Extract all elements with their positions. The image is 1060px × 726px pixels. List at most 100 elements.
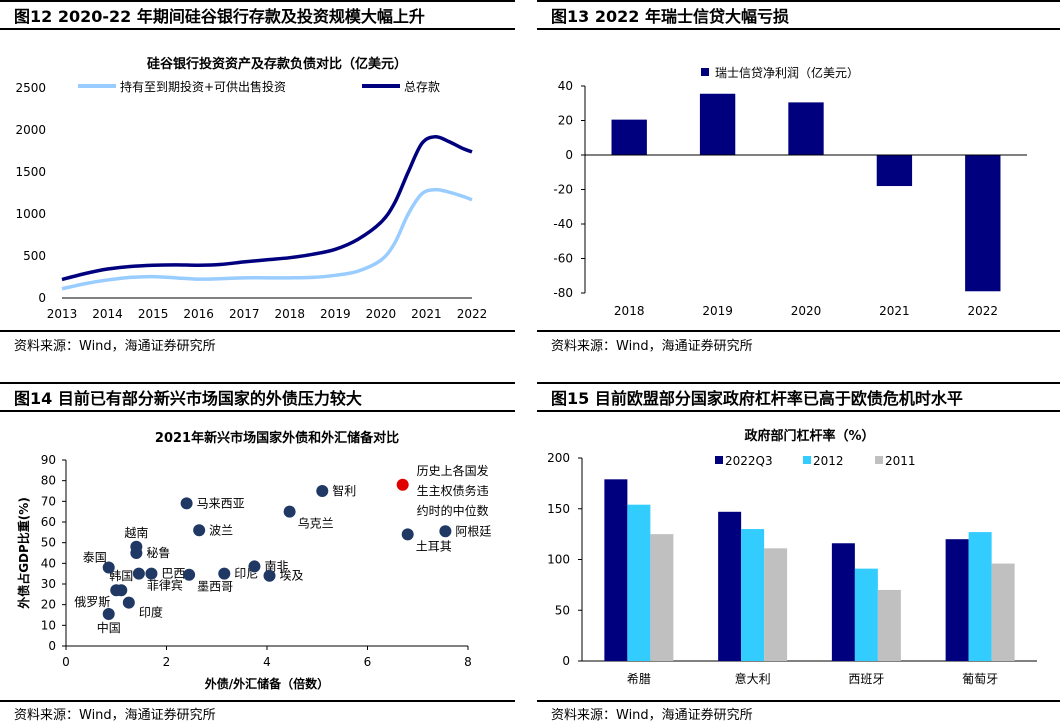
x-tick-label: 2015 (138, 307, 169, 321)
bar (611, 119, 647, 155)
scatter-point (132, 567, 145, 580)
x-tick-label: 葡萄牙 (962, 672, 998, 686)
x-axis-label: 外债/外汇储备（倍数） (205, 676, 329, 691)
x-tick-label: 2020 (366, 307, 397, 321)
legend-label: 瑞士信贷净利润（亿美元） (715, 65, 859, 80)
scatter-point (115, 584, 128, 597)
scatter-point (218, 567, 231, 580)
y-tick-label: 2000 (15, 123, 46, 137)
y-tick-label: 500 (23, 249, 46, 263)
y-tick-label: 40 (41, 556, 56, 570)
scatter-point (145, 567, 158, 580)
y-tick-label: 40 (558, 79, 573, 93)
bar (991, 563, 1015, 661)
chart-cs: 瑞士信贷净利润（亿美元） 40 20 0 -20 -40 -60 -80 2018 2019 202… (553, 65, 1027, 318)
scatter-point (263, 569, 276, 582)
panel-eu: 图15 目前欧盟部分国家政府杠杆率已高于欧债危机时水平 政府部门杠杆率（%） 0 5… (537, 382, 1060, 726)
point-label: 越南 (124, 525, 148, 540)
bar (718, 511, 742, 661)
y-tick-label: -60 (553, 252, 573, 266)
x-tick-label: 2021 (411, 307, 442, 321)
scatter-point (122, 596, 135, 609)
y-tick-label: 1000 (15, 207, 46, 221)
scatter-point (180, 497, 193, 510)
y-tick-label: 1500 (15, 165, 46, 179)
source-note: 资料来源：Wind，海通证券研究所 (551, 339, 753, 354)
y-tick-label: -40 (553, 217, 573, 231)
bar (650, 534, 674, 661)
legend-swatch (715, 456, 723, 464)
scatter-point (439, 525, 452, 538)
scatter-point (183, 568, 196, 581)
bar (965, 155, 1001, 292)
annotation-text: 约时的中位数 (417, 503, 489, 518)
scatter-point (396, 478, 409, 491)
y-tick-label: -80 (553, 286, 573, 300)
chart-em: 2021年新兴市场国家外债和外汇储备对比 0 10 20 30 40 50 60 70 80 90 0… (16, 430, 491, 691)
bar (764, 548, 788, 661)
panel-cs: 图13 2022 年瑞士信贷大幅亏损 瑞士信贷净利润（亿美元） 40 20 0 -20 -… (537, 0, 1060, 365)
figure-title: 图13 2022 年瑞士信贷大幅亏损 (537, 0, 1060, 30)
y-tick-label: 0 (562, 654, 570, 668)
y-axis-label: 外债占GDP比重(%) (16, 497, 31, 609)
figure-title: 图15 目前欧盟部分国家政府杠杆率已高于欧债危机时水平 (537, 382, 1060, 412)
y-tick-label: 20 (558, 114, 573, 128)
scatter-point (283, 505, 296, 518)
y-tick-label: 0 (48, 639, 56, 653)
y-tick-label: 10 (41, 618, 56, 632)
legend-label: 2011 (885, 454, 916, 468)
bar (876, 155, 913, 187)
x-tick-label: 2 (163, 655, 171, 669)
legend-label: 2022Q3 (725, 454, 773, 468)
point-label: 南非 (264, 558, 288, 573)
point-label: 泰国 (83, 550, 107, 564)
x-tick-label: 2018 (614, 304, 645, 318)
y-tick-label: 60 (41, 515, 56, 529)
bar (945, 539, 969, 661)
x-tick-label: 希腊 (627, 671, 651, 686)
point-label: 埃及 (280, 569, 304, 583)
point-label: 马来西亚 (197, 496, 245, 510)
bar (968, 532, 992, 661)
scatter-point (102, 607, 115, 620)
bar (831, 543, 855, 661)
x-tick-label: 2013 (47, 307, 78, 321)
annotation-text: 生主权债务违 (417, 483, 489, 498)
point-label: 中国 (97, 620, 121, 635)
scatter-point (130, 547, 143, 559)
x-tick-label: 2016 (183, 307, 214, 321)
x-tick-label: 西班牙 (848, 672, 884, 686)
x-tick-label: 8 (464, 655, 472, 669)
source-note: 资料来源：Wind，海通证券研究所 (14, 339, 216, 354)
y-tick-label: 70 (41, 494, 56, 508)
scatter-point (193, 524, 206, 537)
chart-title: 政府部门杠杆率（%） (744, 428, 874, 444)
scatter-point (102, 561, 115, 574)
x-tick-label: 4 (263, 655, 271, 669)
y-tick-label: 20 (41, 598, 56, 612)
legend-label: 总存款 (404, 80, 440, 94)
y-tick-label: 80 (41, 474, 56, 488)
figure-title: 图14 目前已有部分新兴市场国家的外债压力较大 (0, 382, 515, 412)
point-label: 墨西哥 (197, 580, 233, 594)
legend-swatch (803, 456, 811, 464)
point-label: 韩国 (109, 568, 133, 583)
bar (788, 102, 824, 155)
annotation-text: 历史上各国发 (417, 463, 489, 478)
y-tick-label: 90 (41, 453, 56, 467)
legend-label: 2012 (813, 454, 844, 468)
x-tick-label: 0 (62, 655, 70, 669)
x-tick-label: 2021 (879, 304, 910, 318)
x-tick-label: 2018 (275, 307, 306, 321)
x-tick-label: 2022 (457, 307, 488, 321)
y-tick-label: 50 (41, 536, 56, 550)
chart-title: 2021年新兴市场国家外债和外汇储备对比 (155, 430, 399, 446)
bar (854, 568, 878, 661)
y-tick-label: 30 (41, 577, 56, 591)
point-label: 波兰 (209, 523, 233, 537)
point-label: 乌克兰 (298, 516, 334, 531)
bar (741, 529, 765, 661)
y-tick-label: 200 (547, 451, 570, 465)
scatter-point (248, 560, 261, 573)
bar (604, 479, 628, 661)
